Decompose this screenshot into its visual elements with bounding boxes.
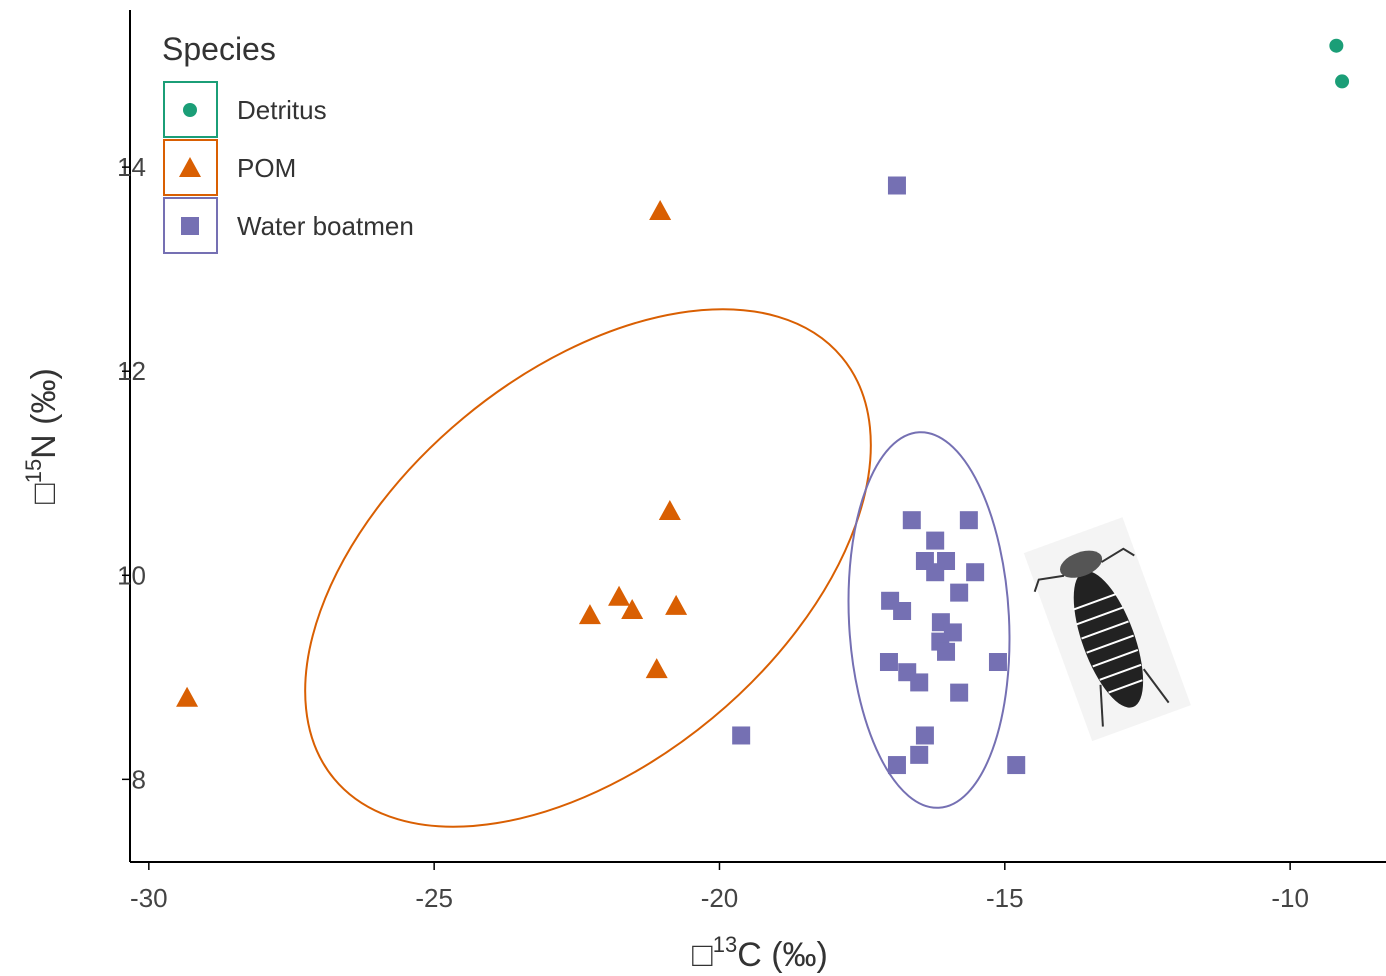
x-tick-label: -20 (701, 883, 739, 913)
point (926, 563, 945, 582)
y-tick-label: 12 (117, 356, 146, 386)
pom-ellipse (304, 308, 872, 828)
point (1335, 74, 1350, 89)
point (887, 756, 906, 775)
legend-label: Detritus (237, 95, 327, 125)
y-tick-label: 8 (132, 764, 146, 794)
point (950, 583, 969, 602)
legend-title: Species (162, 31, 276, 67)
point (176, 686, 199, 707)
x-tick-label: -30 (130, 883, 168, 913)
point (926, 531, 945, 550)
point (887, 176, 906, 195)
point (959, 511, 978, 530)
legend-label: POM (237, 153, 296, 183)
point (950, 683, 969, 702)
boatmen-ellipse (847, 431, 1011, 809)
point (915, 726, 934, 745)
point (910, 673, 929, 692)
x-tick-label: -15 (986, 883, 1024, 913)
y-tick-label: 10 (117, 560, 146, 590)
legend-label: Water boatmen (237, 211, 414, 241)
point (893, 601, 912, 620)
point (902, 511, 921, 530)
point (1007, 756, 1026, 775)
point (1329, 38, 1344, 53)
point (645, 658, 668, 679)
point (621, 598, 644, 619)
point (910, 745, 929, 764)
point (732, 726, 751, 745)
point (665, 594, 688, 615)
legend-symbol (179, 157, 201, 177)
legend-symbol (183, 103, 197, 117)
point (578, 604, 601, 625)
point (649, 200, 672, 221)
y-axis-title: □15N (‰) (21, 368, 63, 504)
legend-symbol (181, 217, 199, 235)
point (988, 653, 1007, 672)
y-tick-label: 14 (117, 152, 146, 182)
point (658, 499, 681, 520)
x-tick-label: -10 (1271, 883, 1309, 913)
bug-illustration (1023, 517, 1191, 742)
point (937, 642, 956, 661)
point (879, 653, 898, 672)
x-tick-label: -25 (415, 883, 453, 913)
x-axis-title: □13C (‰) (692, 932, 828, 974)
point (966, 563, 985, 582)
point (608, 585, 631, 606)
